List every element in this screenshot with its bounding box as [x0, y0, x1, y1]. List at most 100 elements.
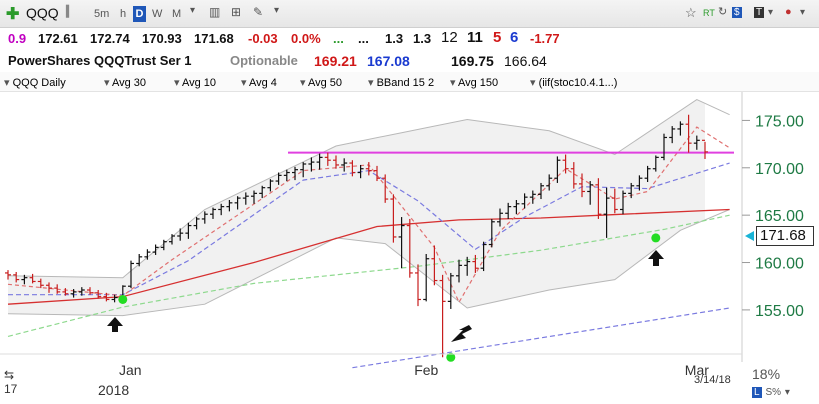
symbol-field[interactable]: QQQ [26, 5, 59, 21]
quote-v6: 6 [510, 29, 519, 46]
price-chart[interactable]: 155.00 160.00 165.00 170.00 175.00 Jan Feb Mar [0, 92, 819, 404]
quote-dots-green: ... [333, 31, 344, 46]
interval-5m[interactable]: 5m [94, 8, 110, 20]
y-tick-label: 175.00 [755, 113, 804, 130]
interval-d[interactable]: D [133, 6, 146, 22]
legend-avg50[interactable]: ▾ Avg 50 [300, 77, 343, 89]
signal-dot [446, 352, 456, 362]
ohlc-bar [37, 278, 44, 289]
realtime-badge[interactable]: RT [703, 8, 715, 18]
legend-stoc[interactable]: ▾ (iif(stoc10.4.1...) [530, 77, 618, 89]
ohlc-bar [505, 202, 512, 219]
x-tick-label: Jan [119, 362, 142, 378]
ohlc-bar [283, 169, 290, 182]
last-price-arrow-icon [745, 231, 754, 241]
interval-h[interactable]: h [120, 8, 127, 20]
legend-avg10[interactable]: ▾ Avg 10 [174, 77, 217, 89]
legend-avg150[interactable]: ▾ Avg 150 [450, 77, 499, 89]
ohlc-bar [87, 287, 93, 295]
ohlc-bar [251, 190, 257, 204]
quote-v3: 12 [441, 29, 458, 46]
up-arrow-jan [107, 317, 123, 332]
legend-avg4-label: Avg 4 [248, 77, 277, 89]
ohlc-bar [46, 282, 52, 293]
interval-w[interactable]: W [152, 8, 163, 20]
ohlc-bar [497, 208, 503, 227]
pct-toggle-icon[interactable]: S% [765, 387, 782, 398]
ohlc-bar [193, 217, 200, 230]
refresh-icon[interactable]: ↻ [718, 6, 728, 18]
name-row: PowerShares QQQTrust Ser 1 Optionable 16… [0, 50, 819, 72]
legend-bband[interactable]: ▾ BBand 15 2 [368, 77, 435, 89]
legend-avg150-label: Avg 150 [457, 77, 499, 89]
record-dropdown-icon[interactable]: ▾ [800, 7, 806, 18]
add-symbol-icon[interactable]: ✚ [6, 6, 20, 23]
ohlc-bar [415, 264, 421, 307]
zoom-pct-label: 18% [752, 366, 781, 382]
name-p3: 169.75 [451, 53, 494, 69]
zoom-pct[interactable]: 18% L S% ▾ [752, 366, 790, 398]
ohlc-bar [275, 172, 282, 185]
draw-icon[interactable]: ✎ [253, 5, 264, 19]
ohlc-bar [78, 287, 85, 296]
optionable-label: Optionable [230, 53, 298, 68]
scroll-corner[interactable]: ⇆ 17 [4, 368, 17, 396]
ohlc-bar [324, 152, 331, 166]
quote-pct-change: 0.0% [291, 31, 321, 46]
ohlc-bar [513, 200, 520, 215]
ohlc-bar [644, 165, 651, 182]
legend-avg4[interactable]: ▾ Avg 4 [241, 77, 277, 89]
quote-low: 170.93 [142, 31, 182, 46]
ohlc-bar [570, 162, 577, 189]
signal-dot [118, 294, 128, 304]
quote-high: 172.74 [90, 31, 130, 46]
table-icon[interactable]: T [754, 7, 765, 18]
log-toggle-icon[interactable]: L [752, 387, 762, 398]
study-legend: ▾ QQQ Daily ▾ Avg 30 ▾ Avg 10 ▾ Avg 4 ▾ … [0, 72, 819, 92]
scroll-icon[interactable]: ⇆ [4, 368, 15, 382]
quote-v1: 1.3 [385, 31, 404, 46]
legend-price[interactable]: ▾ QQQ Daily [4, 77, 66, 89]
axis-dropdown-icon[interactable]: ▾ [784, 387, 790, 398]
ohlc-bar [480, 241, 487, 272]
ohlc-bar [529, 190, 536, 204]
ohlc-bar [620, 190, 626, 215]
quote-v4: 11 [467, 29, 483, 46]
up-arrow-mar [648, 250, 664, 266]
bar-chart-icon[interactable]: ▥ [209, 5, 221, 19]
settings-dropdown-icon[interactable]: ▾ [768, 7, 774, 18]
quote-count: 0.9 [8, 31, 27, 46]
year-label: 2018 [98, 382, 130, 398]
quote-dots-black: ... [358, 31, 369, 46]
record-icon[interactable]: ● [785, 6, 792, 18]
dropdown-icon[interactable]: ▾ [190, 5, 196, 16]
y-tick-label: 165.00 [755, 208, 804, 225]
security-name: PowerShares QQQTrust Ser 1 [8, 53, 192, 68]
legend-avg30-label: Avg 30 [111, 77, 147, 89]
ohlc-bar [423, 254, 430, 302]
ohlc-bar [374, 165, 380, 182]
quote-close: 171.68 [194, 31, 234, 46]
y-tick-label: 155.00 [755, 303, 804, 320]
ohlc-bar [267, 179, 274, 192]
legend-avg30[interactable]: ▾ Avg 30 [104, 77, 147, 89]
avg10-line [8, 162, 730, 296]
add-study-icon[interactable]: ⊞ [231, 5, 242, 19]
last-price-tag: 171.68 [756, 226, 814, 246]
ohlc-bar [685, 114, 692, 153]
interval-m[interactable]: M [172, 8, 182, 20]
ohlc-bar [472, 254, 479, 273]
favorite-icon[interactable]: ☆ [685, 5, 697, 20]
ohlc-bar [70, 289, 77, 298]
quote-v2: 1.3 [413, 31, 432, 46]
dollar-icon[interactable]: $ [732, 7, 742, 18]
ohlc-bar [693, 135, 700, 150]
ohlc-bar [636, 175, 643, 191]
ohlc-bar [521, 193, 528, 209]
draw-dropdown-icon[interactable]: ▾ [274, 5, 280, 16]
ohlc-bar [349, 160, 356, 177]
x-tick-label: Feb [414, 362, 438, 378]
ohlc-bar [587, 181, 594, 205]
legend-avg10-label: Avg 10 [181, 77, 217, 89]
ohlc-bar [398, 217, 405, 269]
